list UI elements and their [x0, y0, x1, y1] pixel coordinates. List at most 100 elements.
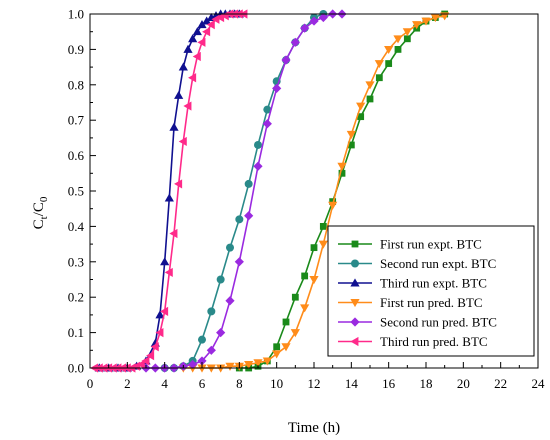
series-4-point — [216, 364, 226, 373]
series-6-point — [202, 27, 211, 37]
legend-label: First run pred. BTC — [380, 295, 483, 310]
series-3-point — [202, 16, 212, 25]
series-2-point — [244, 179, 253, 188]
y-axis-title-main: C — [31, 219, 47, 229]
series-1-point — [403, 35, 411, 43]
series-5-point — [216, 328, 226, 338]
y-tick-label: 0.2 — [68, 290, 84, 305]
legend-item-1: First run expt. BTC — [338, 237, 482, 252]
series-4-point — [318, 240, 328, 249]
series-6-point — [174, 179, 183, 189]
series-4-point — [337, 162, 347, 171]
x-tick-label: 16 — [382, 376, 396, 391]
series-5-point — [281, 55, 291, 65]
series-4-point — [281, 343, 291, 352]
x-tick-label: 14 — [345, 376, 359, 391]
y-tick-label: 0.8 — [68, 77, 84, 92]
series-6-point — [160, 306, 169, 316]
series-layer — [90, 9, 450, 373]
series-4-point — [356, 102, 366, 111]
series-4-point — [393, 35, 403, 44]
x-tick-label: 18 — [420, 376, 433, 391]
series-6-point — [183, 101, 192, 111]
legend-marker — [350, 336, 359, 347]
series-3-point — [178, 62, 188, 71]
legend: First run expt. BTC Second run expt. BTC T… — [327, 225, 535, 357]
series-5-point — [253, 161, 263, 171]
y-tick-label: 0.6 — [68, 148, 85, 163]
series-3-point — [197, 20, 207, 29]
x-tick-label: 0 — [87, 376, 94, 391]
series-5-point — [272, 83, 282, 93]
series-6-point — [155, 328, 164, 338]
legend-item-4: First run pred. BTC — [338, 295, 483, 310]
x-tick-label: 2 — [124, 376, 131, 391]
series-2-point — [216, 275, 225, 284]
series-2-point — [235, 215, 244, 224]
legend-item-3: Third run expt. BTC — [338, 276, 487, 291]
series-2-line — [164, 13, 324, 369]
legend-marker — [350, 317, 360, 327]
series-5-point — [262, 119, 272, 129]
y-tick-label: 1.0 — [68, 7, 84, 22]
series-4-point — [253, 359, 263, 368]
legend-label: Third run expt. BTC — [380, 276, 487, 291]
legend-box — [327, 225, 535, 357]
series-4-point — [300, 304, 310, 313]
legend-label: Third run pred. BTC — [380, 334, 488, 349]
x-tick-label: 24 — [532, 376, 546, 391]
legend-marker — [350, 278, 360, 287]
series-1-point — [385, 60, 393, 67]
y-axis-title-slash: /C — [31, 202, 47, 216]
series-2-point — [198, 335, 206, 344]
y-tick-label: 0.3 — [68, 254, 84, 269]
legend-label: Second run expt. BTC — [380, 256, 496, 271]
x-tick-label: 6 — [199, 376, 206, 391]
series-4-point — [309, 276, 319, 285]
series-6-point — [146, 351, 155, 361]
series-4-point — [290, 329, 300, 338]
legend-label: Second run pred. BTC — [380, 315, 497, 330]
legend-marker — [351, 259, 359, 268]
series-3-point — [164, 193, 174, 202]
series-2-point — [254, 140, 262, 149]
series-3-point — [155, 310, 165, 319]
series-6-point — [192, 51, 201, 62]
series-5-point — [188, 359, 198, 370]
x-axis-title: Time (h) — [288, 420, 340, 436]
series-4-point — [206, 364, 216, 373]
y-axis-title-sub1: t — [38, 216, 50, 219]
series-1-point — [282, 318, 290, 326]
y-tick-label: 0.0 — [68, 361, 84, 376]
series-4-point — [421, 17, 431, 26]
series-3-point — [192, 27, 202, 36]
series-6 — [90, 9, 248, 373]
series-5-line — [146, 13, 342, 369]
series-1-point — [310, 244, 318, 252]
y-tick-label: 0.7 — [68, 113, 85, 128]
series-1-point — [366, 95, 374, 103]
y-tick-label: 0.5 — [68, 184, 84, 199]
series-5-point — [197, 356, 207, 366]
axis-layer: 0 2 4 6 8 10 12 14 16 18 20 22 240.00.10.20.30.40.50… — [68, 7, 545, 392]
series-1-point — [273, 343, 281, 351]
series-4-point — [402, 28, 412, 37]
series-6-point — [188, 73, 197, 83]
legend-marker — [351, 240, 359, 248]
series-1-point — [291, 293, 299, 301]
legend-item-2: Second run expt. BTC — [338, 256, 496, 271]
series-4-point — [384, 45, 394, 54]
series-4-point — [430, 14, 440, 23]
legend-label: First run expt. BTC — [380, 237, 482, 252]
series-5-point — [234, 257, 244, 267]
series-5-point — [300, 23, 310, 33]
legend-marker — [350, 299, 360, 308]
series-3-point — [183, 44, 193, 53]
series-2-point — [207, 307, 216, 316]
series-4-point — [272, 350, 282, 359]
y-axis-title: Ct/C0 — [31, 196, 50, 229]
legend-item-6: Third run pred. BTC — [338, 334, 488, 349]
series-5-point — [206, 345, 216, 355]
y-axis-title-sub2: 0 — [38, 196, 50, 202]
